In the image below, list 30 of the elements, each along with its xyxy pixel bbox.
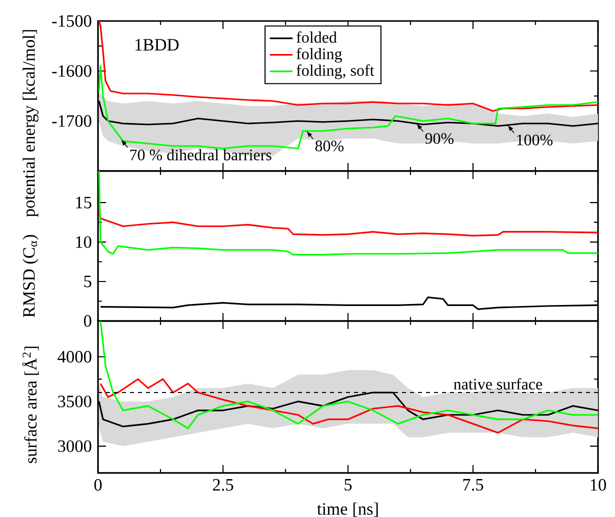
- y-tick-label: -1500: [52, 15, 92, 27]
- y-tick-label: 5: [84, 276, 92, 288]
- x-tick-label: 10: [590, 479, 606, 491]
- y-tick-label: 15: [76, 196, 92, 208]
- y-tick-label: -1700: [52, 115, 92, 127]
- line-series: [98, 210, 598, 237]
- x-tick-label: 5: [344, 479, 352, 491]
- y-axis-title: surface area [Å$^{2}$]: [22, 346, 39, 464]
- y-axis-title: potential energy [kcal/mol]: [22, 30, 38, 217]
- annotation: 70 % dihedral barriers: [130, 149, 272, 160]
- x-tick-label: 0: [94, 479, 102, 491]
- y-axis-title: RMSD (C$_{α}$): [22, 234, 38, 318]
- y-tick-label: -1600: [52, 65, 92, 77]
- y-tick-label: 0: [84, 315, 92, 327]
- annotation: 80%: [315, 140, 344, 152]
- annotation: 90%: [425, 133, 454, 144]
- annotation: 100%: [517, 134, 553, 146]
- y-tick-label: 10: [76, 236, 92, 248]
- x-axis-title: time [ns]: [317, 502, 378, 517]
- ref-line-label: native surface: [454, 378, 542, 390]
- y-tick-label: 3000: [58, 440, 92, 452]
- legend-label: folding, soft: [296, 64, 374, 80]
- annotation: 1BDD: [136, 39, 179, 51]
- x-tick-label: 2.5: [212, 479, 234, 491]
- y-tick-label: 3500: [58, 396, 92, 408]
- y-tick-label: 4000: [58, 350, 92, 363]
- legend-label: folded: [296, 31, 337, 43]
- line-series: [100, 320, 598, 430]
- x-tick-label: 7.5: [463, 479, 484, 491]
- legend-label: folding: [296, 48, 342, 63]
